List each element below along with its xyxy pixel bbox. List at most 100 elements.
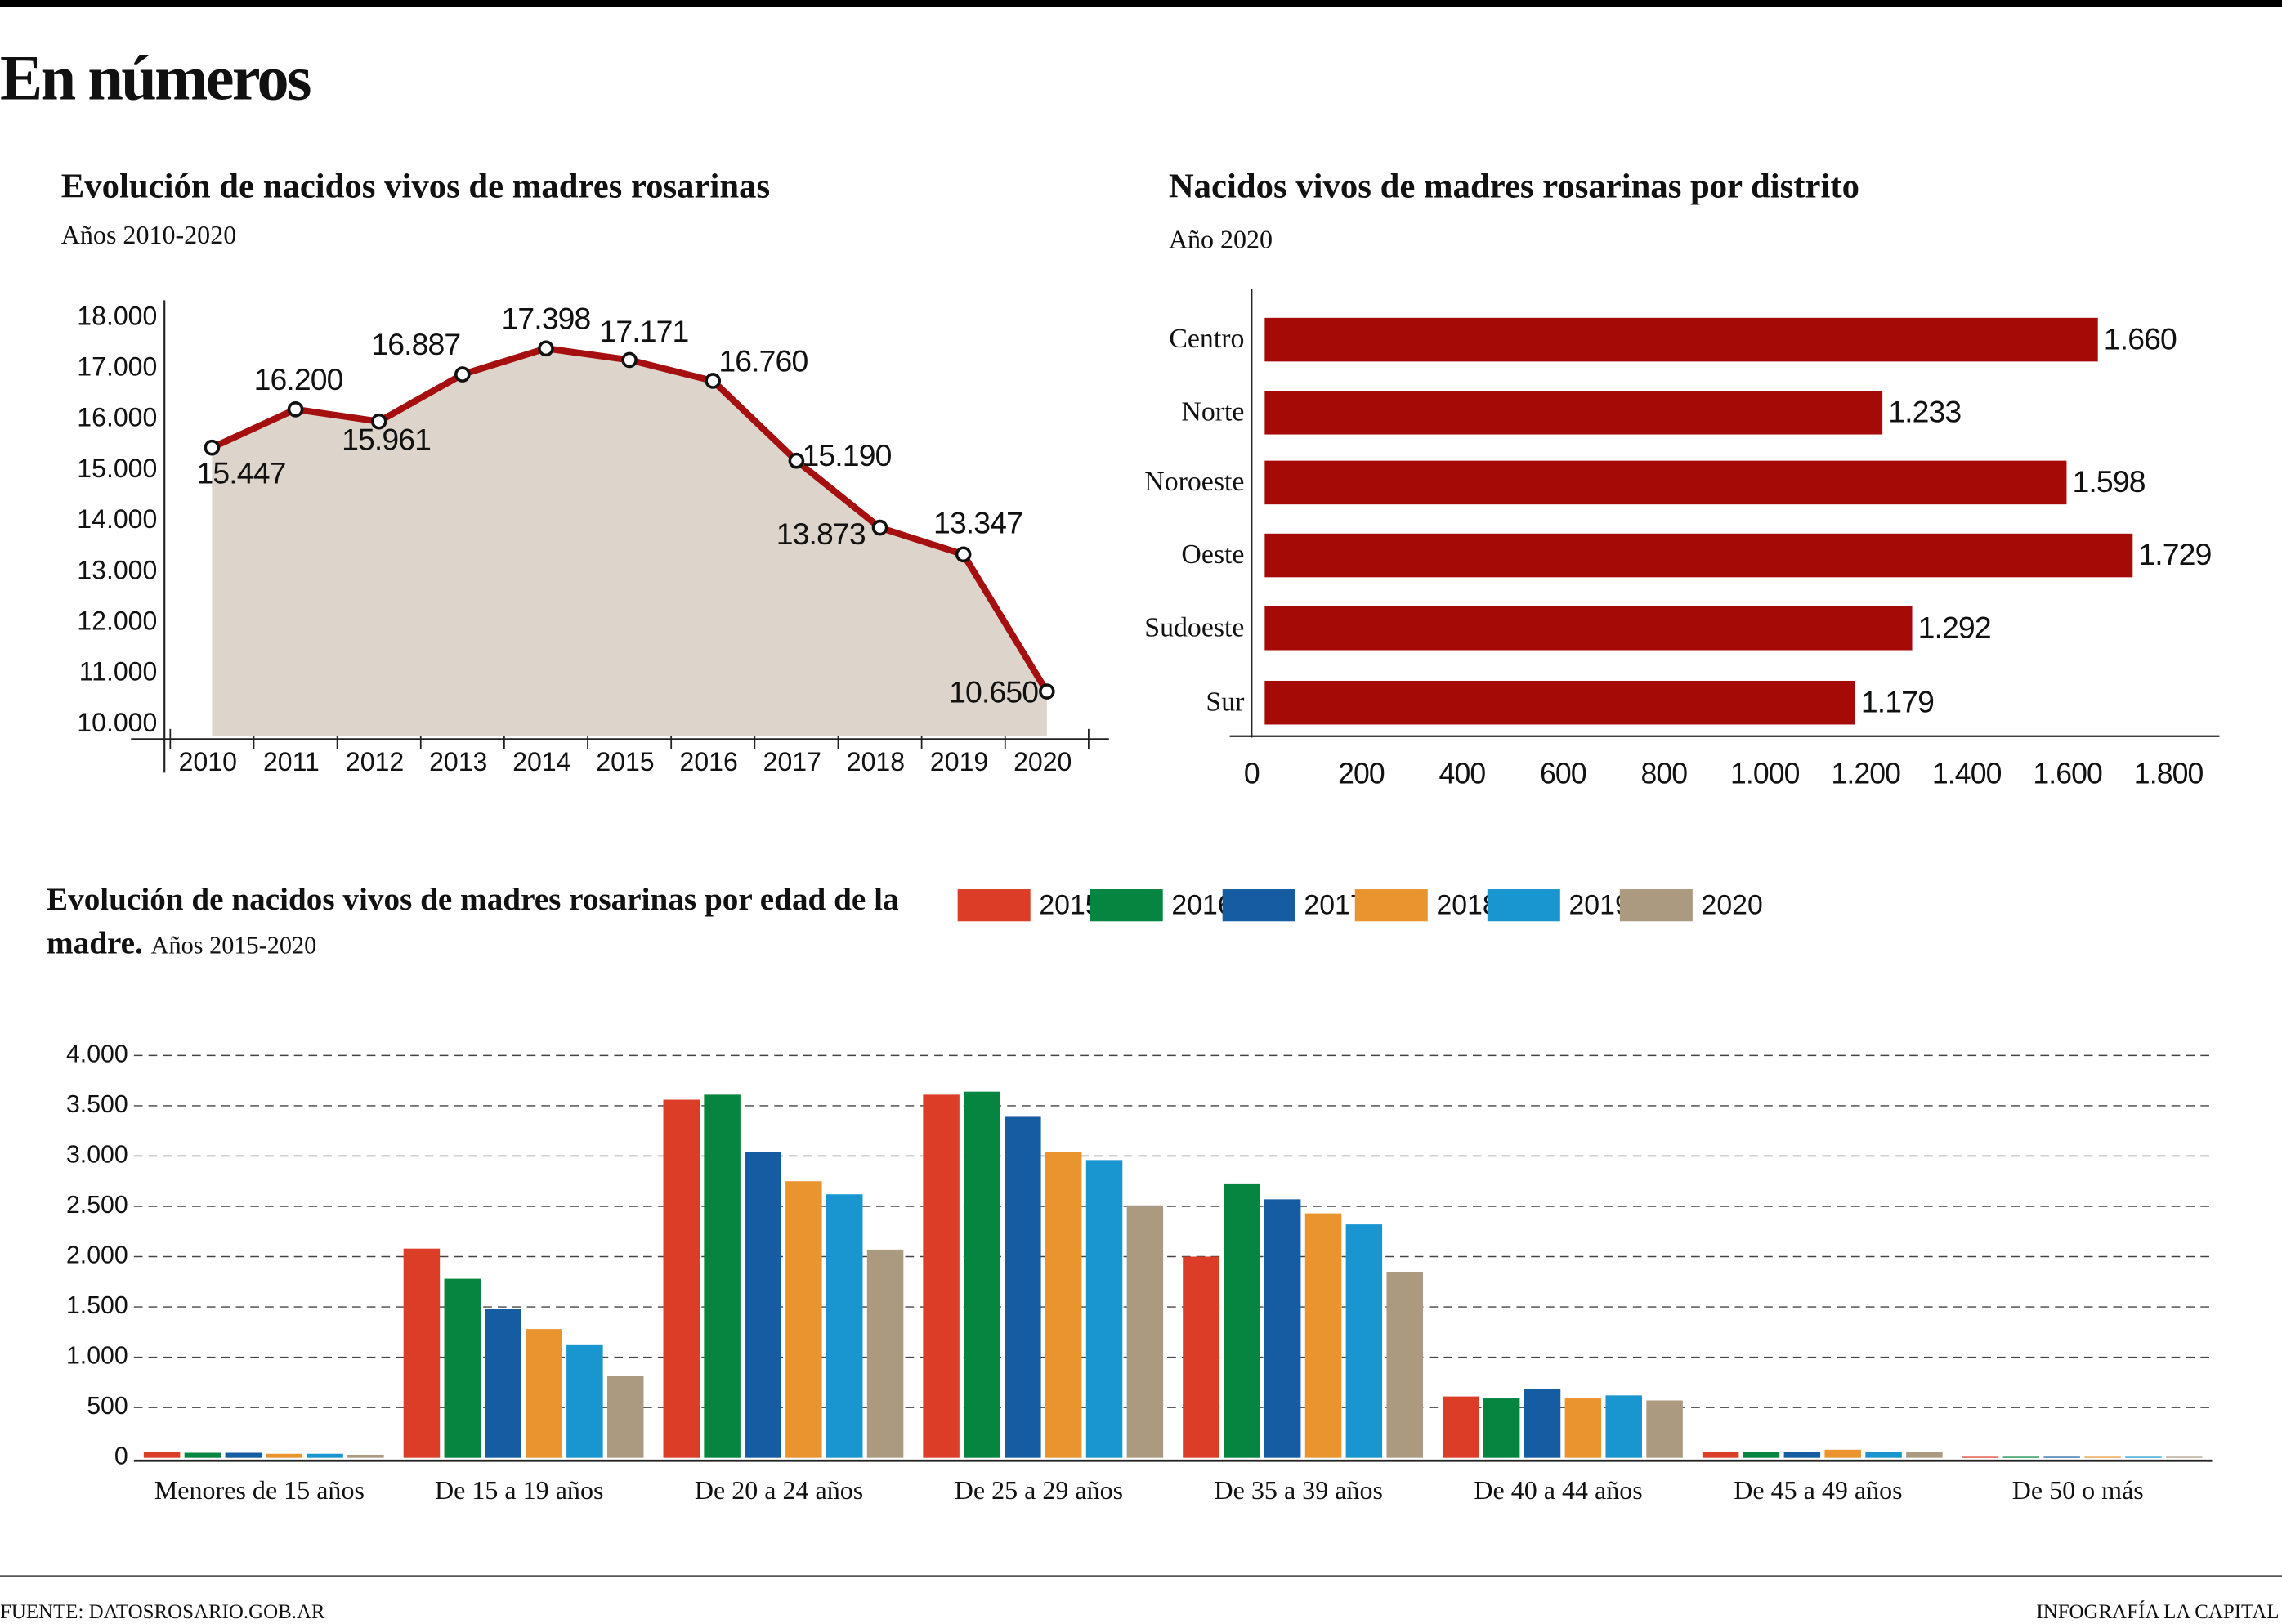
x-tick-label: 0 bbox=[1244, 757, 1260, 790]
chart-title: Evolución de nacidos vivos de madres ros… bbox=[46, 880, 899, 961]
bar bbox=[1646, 1400, 1683, 1458]
value-label: 17.171 bbox=[599, 314, 688, 348]
bar bbox=[1264, 460, 2067, 505]
y-tick-label: 14.000 bbox=[77, 504, 157, 534]
top-rule bbox=[0, 0, 2282, 7]
x-tick-label: De 25 a 29 años bbox=[955, 1475, 1123, 1505]
value-label: 1.179 bbox=[1861, 684, 1934, 718]
legend-swatch bbox=[1222, 889, 1295, 922]
bar bbox=[1085, 1160, 1123, 1458]
footer-credit: INFOGRAFÍA LA CAPITAL bbox=[2036, 1600, 2279, 1623]
bar bbox=[403, 1248, 441, 1458]
bar bbox=[1605, 1395, 1642, 1458]
footer-source: FUENTE: DATOSROSARIO.GOB.AR bbox=[0, 1601, 325, 1623]
chart-subtitle: Años 2015-2020 bbox=[150, 931, 317, 960]
chart-heading: Evolución de nacidos vivos de madres ros… bbox=[47, 878, 920, 969]
bar bbox=[1386, 1271, 1423, 1458]
bar bbox=[1264, 391, 1883, 435]
bar bbox=[347, 1454, 384, 1458]
bar bbox=[1483, 1398, 1520, 1458]
bar bbox=[1564, 1398, 1602, 1458]
y-tick-label: 500 bbox=[87, 1393, 128, 1420]
x-tick-label: 1.600 bbox=[2033, 757, 2102, 790]
y-tick-label: Centro bbox=[1169, 324, 1244, 354]
bar bbox=[923, 1094, 960, 1458]
bar bbox=[1126, 1205, 1164, 1458]
bar bbox=[1264, 533, 2133, 578]
y-tick-label: 11.000 bbox=[79, 657, 158, 687]
x-tick-label: 2016 bbox=[680, 747, 738, 776]
bar bbox=[826, 1194, 863, 1458]
bar bbox=[866, 1249, 904, 1458]
bar bbox=[1264, 317, 2098, 362]
x-tick-label: 2010 bbox=[179, 747, 237, 776]
bar bbox=[1224, 1183, 1260, 1458]
y-tick-label: Norte bbox=[1181, 396, 1244, 427]
bar bbox=[2125, 1456, 2162, 1458]
bar bbox=[2084, 1456, 2121, 1458]
value-label: 16.760 bbox=[718, 343, 808, 378]
x-tick-label: De 15 a 19 años bbox=[435, 1475, 603, 1505]
legend-label: 2020 bbox=[1702, 889, 1763, 920]
bar bbox=[143, 1452, 181, 1458]
bar bbox=[785, 1181, 822, 1458]
x-tick-label: 200 bbox=[1338, 757, 1385, 790]
x-tick-label: De 35 a 39 años bbox=[1215, 1475, 1383, 1505]
y-tick-label: Noroeste bbox=[1144, 467, 1244, 497]
y-tick-label: 3.000 bbox=[66, 1141, 128, 1168]
bar bbox=[526, 1329, 562, 1458]
marker bbox=[204, 439, 221, 456]
bar bbox=[566, 1344, 603, 1458]
chart-heading-box: Evolución de nacidos vivos de madres ros… bbox=[47, 878, 920, 969]
bar bbox=[2043, 1456, 2080, 1458]
y-tick-label: Oeste bbox=[1181, 539, 1244, 570]
y-tick-label: 2.000 bbox=[66, 1242, 128, 1269]
bar bbox=[663, 1099, 700, 1458]
x-tick-label: 2015 bbox=[596, 747, 654, 776]
x-tick-label: De 20 a 24 años bbox=[695, 1475, 863, 1505]
x-tick-label: 2012 bbox=[346, 747, 404, 776]
bar bbox=[225, 1452, 262, 1458]
y-tick-label: 16.000 bbox=[77, 403, 157, 432]
value-label: 17.398 bbox=[501, 301, 590, 335]
chart-title: Evolución de nacidos vivos de madres ros… bbox=[61, 168, 770, 206]
y-tick-label: 17.000 bbox=[77, 351, 157, 381]
value-label: 15.190 bbox=[803, 438, 892, 472]
bar bbox=[964, 1091, 1000, 1458]
bar bbox=[2165, 1456, 2203, 1458]
marker bbox=[454, 366, 471, 383]
chart-title: Nacidos vivos de madres rosarinas por di… bbox=[1169, 168, 1859, 206]
value-label: 13.873 bbox=[776, 517, 866, 551]
x-tick-label: De 50 o más bbox=[2012, 1475, 2144, 1505]
value-label: 1.233 bbox=[1888, 394, 1961, 428]
y-tick-label: 3.500 bbox=[66, 1091, 128, 1118]
bar bbox=[606, 1376, 644, 1458]
legend-swatch bbox=[1619, 889, 1693, 922]
bar bbox=[485, 1309, 521, 1458]
legend-swatch bbox=[957, 889, 1031, 922]
bar bbox=[1005, 1116, 1041, 1458]
bar bbox=[1045, 1152, 1082, 1458]
value-label: 1.729 bbox=[2138, 537, 2211, 571]
bar bbox=[1183, 1256, 1219, 1458]
y-tick-label: 1.000 bbox=[66, 1343, 128, 1370]
bar bbox=[1264, 1199, 1301, 1458]
x-tick-label: 2011 bbox=[263, 747, 320, 776]
x-tick-label: 1.800 bbox=[2134, 757, 2204, 790]
page-title: En números bbox=[0, 42, 311, 113]
bar bbox=[1865, 1452, 1902, 1458]
x-tick-label: 2019 bbox=[930, 747, 988, 776]
bar bbox=[1824, 1449, 1861, 1458]
x-tick-label: De 40 a 44 años bbox=[1474, 1475, 1642, 1505]
value-label: 1.660 bbox=[2104, 321, 2177, 356]
y-tick-label: Sur bbox=[1206, 687, 1244, 717]
marker bbox=[705, 373, 722, 389]
y-tick-label: 1.500 bbox=[66, 1292, 128, 1319]
y-tick-label: 15.000 bbox=[77, 454, 157, 483]
bar bbox=[704, 1094, 741, 1458]
x-tick-label: De 45 a 49 años bbox=[1734, 1475, 1902, 1505]
marker bbox=[788, 452, 805, 469]
legend-swatch bbox=[1487, 889, 1560, 922]
x-tick-label: 2014 bbox=[512, 747, 570, 776]
bar bbox=[1524, 1389, 1561, 1458]
